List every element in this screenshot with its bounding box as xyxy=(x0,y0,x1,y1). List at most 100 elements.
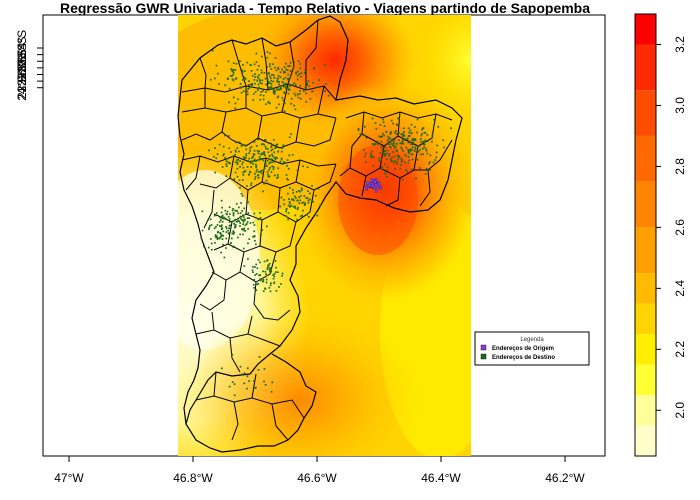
destination-point xyxy=(259,278,261,281)
destination-point xyxy=(298,73,300,75)
destination-point xyxy=(414,126,416,128)
destination-point xyxy=(255,289,258,291)
destination-point xyxy=(235,77,238,79)
destination-point xyxy=(221,238,224,240)
destination-point xyxy=(280,158,283,161)
destination-point xyxy=(258,78,261,81)
destination-point xyxy=(255,263,258,266)
destination-point xyxy=(393,155,396,158)
destination-point xyxy=(255,283,258,286)
destination-point xyxy=(393,147,396,149)
destination-point xyxy=(425,167,428,170)
destination-point xyxy=(255,243,257,246)
destination-point xyxy=(228,147,231,150)
destination-point xyxy=(285,210,287,213)
destination-point xyxy=(294,214,297,217)
destination-point xyxy=(257,138,259,141)
destination-point xyxy=(289,206,291,208)
destination-point xyxy=(258,87,260,90)
destination-point xyxy=(397,139,400,141)
destination-point xyxy=(294,195,296,198)
destination-point xyxy=(219,216,222,219)
destination-point xyxy=(286,165,288,167)
destination-point xyxy=(293,82,296,84)
destination-point xyxy=(271,153,273,156)
destination-point xyxy=(242,171,244,174)
destination-point xyxy=(424,131,427,134)
destination-point xyxy=(407,151,410,154)
destination-point xyxy=(266,268,269,270)
destination-point xyxy=(288,154,291,157)
destination-point xyxy=(246,221,249,223)
destination-point xyxy=(382,118,384,121)
destination-point xyxy=(260,233,262,236)
destination-point xyxy=(209,225,211,227)
destination-point xyxy=(273,156,276,159)
destination-point xyxy=(267,151,270,154)
destination-point xyxy=(407,148,409,151)
map-title: Regressão GWR Univariada - Tempo Relativ… xyxy=(59,0,591,16)
destination-point xyxy=(443,146,445,149)
destination-point xyxy=(240,202,242,204)
destination-point xyxy=(398,131,400,134)
destination-point xyxy=(395,145,397,148)
destination-point xyxy=(414,138,416,140)
destination-point xyxy=(220,251,222,254)
destination-point xyxy=(256,150,259,152)
destination-point xyxy=(414,139,417,141)
destination-point xyxy=(383,154,386,157)
destination-point xyxy=(243,372,246,375)
destination-point xyxy=(238,206,240,209)
colorbar-segment xyxy=(635,303,656,335)
destination-point xyxy=(298,202,301,205)
destination-point xyxy=(363,155,366,158)
destination-point xyxy=(257,77,260,79)
destination-point xyxy=(253,212,256,215)
destination-point xyxy=(283,110,286,112)
destination-point xyxy=(221,220,224,223)
destination-point xyxy=(390,142,393,145)
destination-point xyxy=(265,91,267,93)
destination-point xyxy=(365,137,368,139)
destination-point xyxy=(257,283,260,285)
destination-point xyxy=(282,85,285,88)
destination-point xyxy=(242,233,244,236)
destination-point xyxy=(402,150,404,153)
destination-point xyxy=(281,81,284,83)
destination-point xyxy=(245,144,247,146)
internal-boundaries-center xyxy=(181,155,337,321)
destination-point xyxy=(282,161,285,163)
destination-point xyxy=(244,218,246,221)
destination-point xyxy=(234,401,236,403)
x-tick-label: 46.8°W xyxy=(173,471,213,485)
destination-point xyxy=(412,141,414,144)
destination-point xyxy=(240,193,243,195)
destination-point xyxy=(421,148,424,150)
destination-point xyxy=(238,179,241,182)
destination-point xyxy=(247,242,249,245)
destination-point xyxy=(248,238,251,240)
destination-point xyxy=(380,146,383,148)
destination-point xyxy=(261,79,264,82)
destination-point xyxy=(220,235,223,237)
destination-point xyxy=(267,264,269,267)
destination-point xyxy=(388,137,391,139)
origin-point xyxy=(366,181,370,185)
destination-point xyxy=(418,145,420,147)
origin-point xyxy=(367,184,371,187)
destination-point xyxy=(225,160,228,162)
destination-point xyxy=(251,160,254,163)
destination-point xyxy=(232,68,235,71)
destination-point xyxy=(257,152,260,155)
destination-point xyxy=(248,87,251,89)
destination-point xyxy=(416,145,419,148)
destination-point xyxy=(297,70,299,73)
destination-point xyxy=(296,199,299,202)
destination-point xyxy=(217,231,219,234)
destination-point xyxy=(253,79,256,81)
destination-point xyxy=(280,88,282,90)
destination-point xyxy=(283,203,286,206)
destination-point xyxy=(286,69,289,71)
destination-point xyxy=(245,148,248,151)
destination-point xyxy=(203,245,205,248)
